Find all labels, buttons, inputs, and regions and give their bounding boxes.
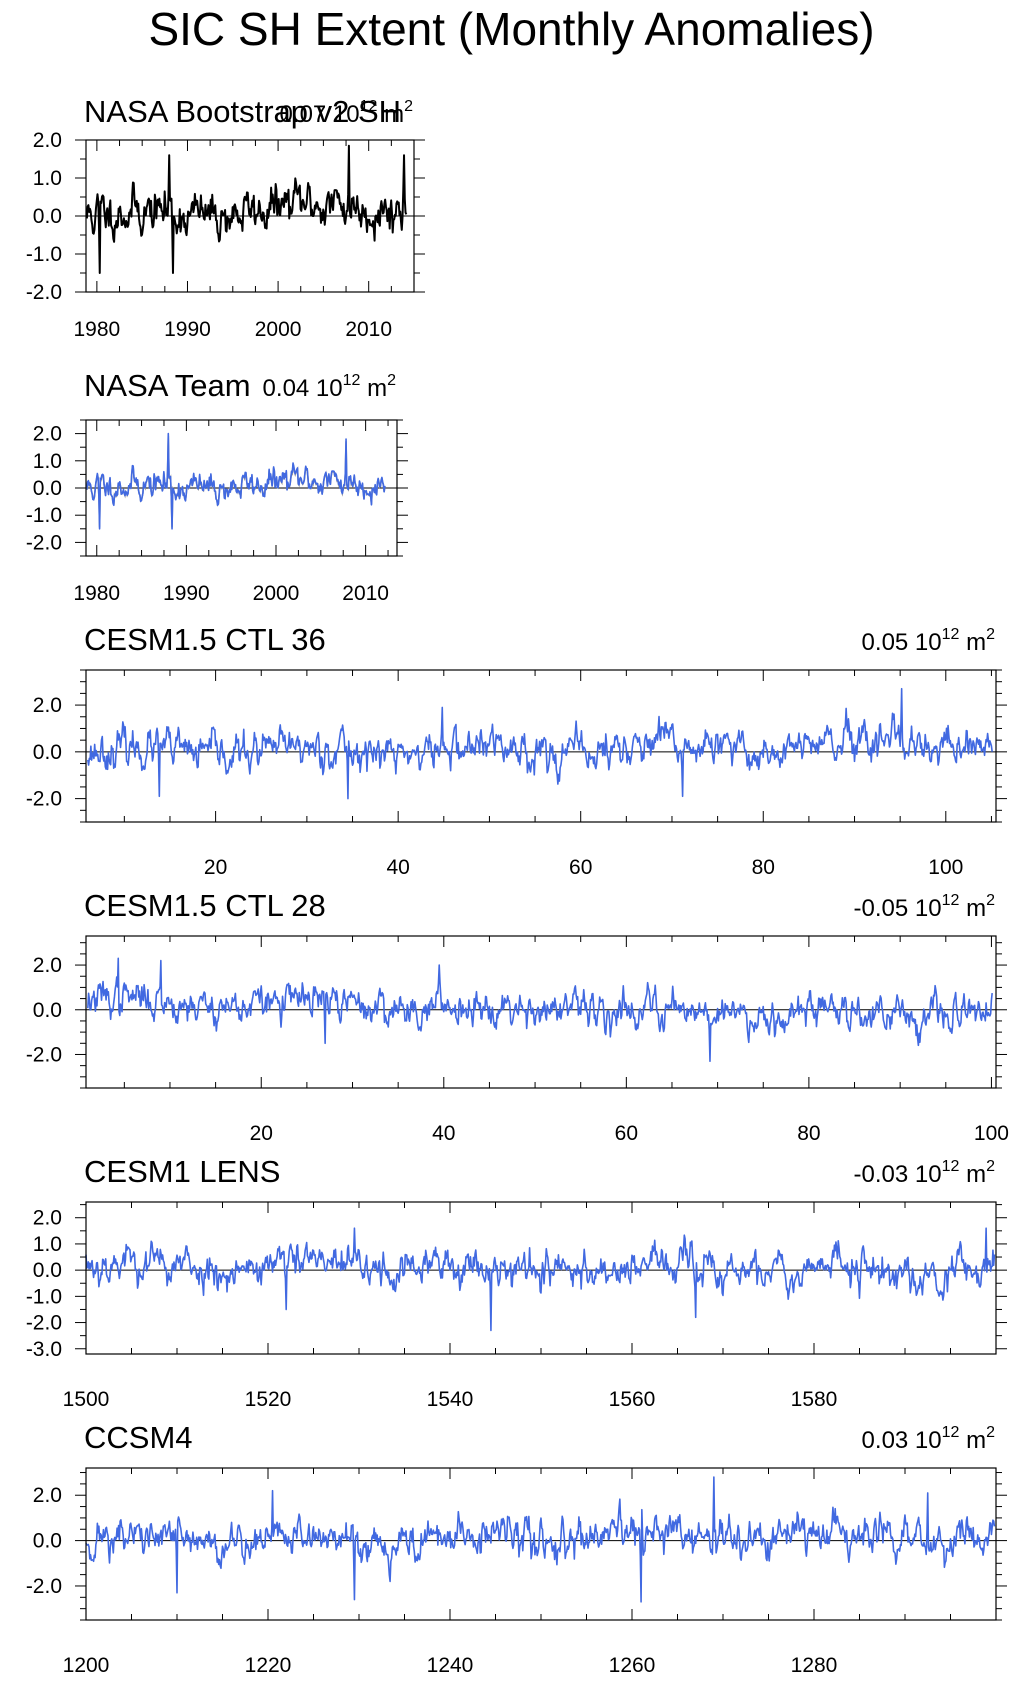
x-tick-label: 80 — [797, 1122, 820, 1145]
x-tick-label: 1200 — [63, 1654, 110, 1677]
x-tick-label: 20 — [204, 856, 227, 879]
panel-3: CESM1.5 CTL 28 -0.05 1012 m2 20 40 60 80 100 -2… — [26, 888, 1009, 1145]
panel-mean-label: 0.05 1012 m2 — [862, 626, 996, 656]
y-tick-label: -2.0 — [26, 1575, 62, 1598]
x-tick-label: 1260 — [609, 1654, 656, 1677]
y-tick-label: 1.0 — [33, 450, 62, 473]
x-tick-label: 40 — [386, 856, 409, 879]
series-line — [86, 432, 386, 530]
y-tick-label: 1.0 — [33, 1233, 62, 1256]
x-tick-label: 1980 — [74, 318, 121, 341]
x-tick-label: 2010 — [342, 582, 389, 605]
plot-frame — [85, 935, 997, 1089]
y-tick-label: 0.0 — [33, 477, 62, 500]
x-tick-label: 1520 — [245, 1388, 292, 1411]
x-tick-label: 1580 — [791, 1388, 838, 1411]
y-tick-label: -2.0 — [26, 1312, 62, 1335]
panel-title: NASA Bootstrap v2 SH — [84, 94, 401, 129]
y-tick-label: -2.0 — [26, 531, 62, 554]
y-tick-label: 0.0 — [33, 205, 62, 228]
y-tick-label: 2.0 — [33, 1207, 62, 1230]
x-tick-label: 1990 — [163, 582, 210, 605]
panel-4: CESM1 LENS -0.03 1012 m2 1500 1520 1540 1560 1… — [26, 1154, 1007, 1411]
panel-mean-label: 0.03 1012 m2 — [862, 1424, 996, 1454]
panel-title: CCSM4 — [84, 1420, 193, 1455]
x-tick-label: 2000 — [253, 582, 300, 605]
x-tick-label: 80 — [752, 856, 775, 879]
x-tick-label: 1220 — [245, 1654, 292, 1677]
x-tick-label: 40 — [432, 1122, 455, 1145]
y-tick-label: -2.0 — [26, 788, 62, 811]
y-tick-label: -1.0 — [26, 1285, 62, 1308]
panel-mean-label: -0.03 1012 m2 — [854, 1158, 996, 1188]
series-line — [85, 1227, 996, 1332]
y-tick-label: 0.0 — [33, 741, 62, 764]
x-tick-label: 1980 — [73, 582, 120, 605]
y-tick-label: 2.0 — [33, 423, 62, 446]
panel-title: CESM1.5 CTL 28 — [84, 888, 326, 923]
y-tick-label: 2.0 — [33, 694, 62, 717]
x-tick-label: 1560 — [609, 1388, 656, 1411]
panel-title: CESM1.5 CTL 36 — [84, 622, 326, 657]
x-tick-label: 100 — [928, 856, 963, 879]
y-tick-label: -3.0 — [26, 1338, 62, 1361]
x-tick-label: 2000 — [255, 318, 302, 341]
y-tick-label: -2.0 — [26, 1043, 62, 1066]
plot-frame — [85, 669, 997, 823]
panel-mean-label: -0.05 1012 m2 — [854, 892, 996, 922]
x-tick-label: 1280 — [791, 1654, 838, 1677]
x-tick-label: 1240 — [427, 1654, 474, 1677]
x-tick-label: 60 — [615, 1122, 638, 1145]
plot-frame — [85, 1467, 997, 1621]
x-tick-label: 1500 — [63, 1388, 110, 1411]
x-tick-label: 1540 — [427, 1388, 474, 1411]
y-tick-label: 0.0 — [33, 1259, 62, 1282]
y-tick-label: 0.0 — [33, 999, 62, 1022]
series-line — [87, 957, 993, 1062]
figure-title: SIC SH Extent (Monthly Anomalies) — [148, 3, 875, 55]
x-tick-label: 1990 — [164, 318, 211, 341]
x-tick-label: 2010 — [345, 318, 392, 341]
series-line — [85, 1476, 996, 1603]
y-tick-label: 2.0 — [33, 1484, 62, 1507]
panel-title: NASA Team — [84, 368, 251, 403]
panel-title: CESM1 LENS — [84, 1154, 280, 1189]
y-tick-label: -1.0 — [26, 504, 62, 527]
y-tick-label: 2.0 — [33, 954, 62, 977]
y-tick-label: 0.0 — [33, 1530, 62, 1553]
x-tick-label: 60 — [569, 856, 592, 879]
y-tick-label: -1.0 — [26, 243, 62, 266]
panel-mean-label: 0.07 1012 m2 — [280, 98, 414, 128]
series-line — [85, 144, 408, 274]
panel-mean-label: 0.04 1012 m2 — [263, 372, 397, 402]
panel-5: CCSM4 0.03 1012 m2 1200 1220 1240 1260 1280 -2.… — [26, 1420, 1007, 1677]
y-tick-label: 2.0 — [33, 129, 62, 152]
x-tick-label: 20 — [250, 1122, 273, 1145]
series-line — [87, 687, 993, 800]
panel-1: NASA Team 0.04 1012 m2 1980 1990 2000 2010 -2.… — [26, 368, 408, 605]
panel-0: NASA Bootstrap v2 SH0.07 1012 m2 1980 1990… — [26, 94, 425, 341]
y-tick-label: 1.0 — [33, 167, 62, 190]
x-tick-label: 100 — [974, 1122, 1009, 1145]
y-tick-label: -2.0 — [26, 281, 62, 304]
panel-2: CESM1.5 CTL 36 0.05 1012 m2 20 40 60 80 100 -2.… — [26, 622, 1007, 879]
